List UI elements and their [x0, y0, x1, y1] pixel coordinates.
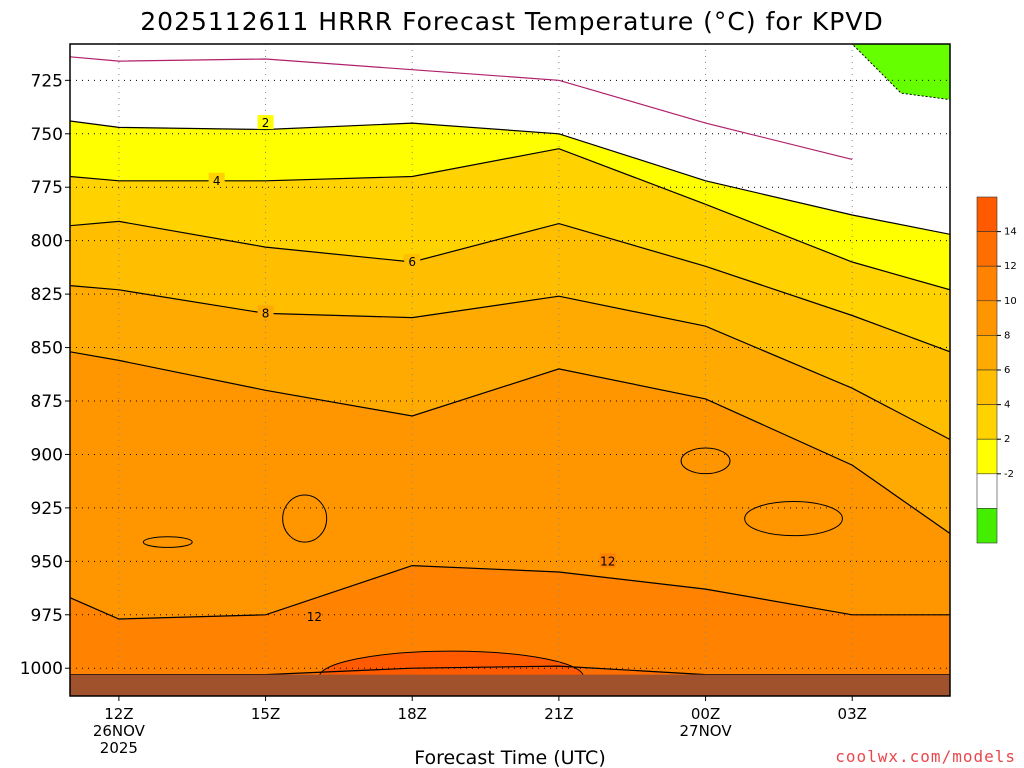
- contour-4c: [70, 148, 950, 291]
- dotted-grid: [70, 44, 950, 696]
- temperature-cell-1: [142, 536, 193, 548]
- colorbar-label-3: 8: [1004, 330, 1010, 341]
- y-tick-800: 800: [31, 232, 63, 252]
- y-tick-925: 925: [31, 499, 63, 519]
- colorbar: 14 12 10 8 6 4 2 -2: [976, 196, 1017, 544]
- temperature-cell-4: [744, 500, 843, 537]
- contour-6c: [70, 220, 950, 353]
- colorbar-swatch-2: [976, 265, 998, 302]
- y-tick-975: 975: [31, 606, 63, 626]
- x-tick-15Z: 15Z: [251, 705, 280, 723]
- contour-label-3: 8: [262, 306, 270, 320]
- contour-labels: 2 4 6 8 12 12: [208, 115, 616, 624]
- colorbar-label-1: 12: [1004, 261, 1017, 272]
- credit-text: coolwx.com/models: [835, 747, 1016, 766]
- contour-label-bg-0: [257, 115, 274, 130]
- contour-2c: [70, 120, 950, 235]
- contour-14c: [70, 665, 950, 676]
- colorbar-swatch-7: [976, 438, 998, 475]
- contour-lines: [70, 56, 950, 676]
- colorbar-label-6: 2: [1004, 434, 1010, 445]
- x-tick-03Z: 03Z: [838, 705, 867, 723]
- contour-10c: [70, 351, 950, 534]
- y-tick-725: 725: [31, 71, 63, 91]
- contour-label-5: 12: [600, 554, 615, 568]
- colorbar-swatch-5: [976, 369, 998, 405]
- colorbar-label-2: 10: [1004, 296, 1017, 307]
- colorbar-label-0: 14: [1004, 227, 1017, 238]
- y-tick-950: 950: [31, 552, 63, 572]
- contour-12c: [70, 564, 950, 620]
- colorbar-label-4: 6: [1004, 365, 1010, 376]
- colorbar-swatch-6: [976, 404, 998, 440]
- ground-layer: [70, 674, 950, 696]
- contour-label-bg-3: [257, 305, 274, 320]
- contour-label-bg-4: [306, 608, 323, 623]
- y-axis: 725 750 775 800 825 850 875 900 925 950 975 1000: [20, 71, 70, 679]
- band-12c: [70, 565, 950, 696]
- x-tick-date-00Z: 27NOV: [679, 722, 732, 740]
- temperature-cell-2: [282, 494, 328, 543]
- colorbar-swatch-0: [976, 196, 998, 232]
- colorbar-label-5: 4: [1004, 400, 1010, 411]
- temperature-bands: [70, 44, 950, 696]
- colorbar-label-7: -2: [1004, 469, 1014, 480]
- contour-label-1: 4: [213, 174, 221, 188]
- colorbar-swatch-3: [976, 300, 998, 336]
- y-tick-900: 900: [31, 445, 63, 465]
- y-tick-875: 875: [31, 392, 63, 412]
- contour-label-bg-1: [208, 172, 225, 187]
- x-tick-12Z: 12Z: [104, 705, 133, 723]
- contour-label-4: 12: [307, 610, 322, 624]
- colorbar-swatch-8: [976, 473, 998, 509]
- contour-label-2: 6: [408, 255, 416, 269]
- x-tick-21Z: 21Z: [544, 705, 573, 723]
- ground: [70, 674, 950, 696]
- x-tick-year-12Z: 2025: [100, 739, 138, 757]
- x-tick-18Z: 18Z: [398, 705, 427, 723]
- contour-label-bg-5: [599, 553, 616, 568]
- contour-label-bg-2: [404, 254, 421, 269]
- y-tick-1000: 1000: [20, 659, 63, 679]
- temperature-cell-3: [680, 447, 731, 475]
- cold-region: [851, 44, 950, 101]
- y-tick-850: 850: [31, 339, 63, 359]
- chart-title: 2025112611 HRRR Forecast Temperature (°C…: [140, 7, 883, 36]
- y-tick-750: 750: [31, 125, 63, 145]
- plot-frame: [69, 43, 951, 697]
- y-tick-775: 775: [31, 178, 63, 198]
- colorbar-swatch-1: [976, 231, 998, 267]
- x-tick-00Z: 00Z: [691, 705, 720, 723]
- contour-8c: [70, 285, 950, 441]
- contour-0c: [70, 56, 853, 160]
- plot-area: [70, 44, 950, 696]
- colorbar-swatch-9: [976, 508, 998, 544]
- x-axis-label: Forecast Time (UTC): [414, 747, 605, 768]
- temperature-cells: [142, 44, 950, 548]
- x-tick-date-12Z: 26NOV: [93, 722, 146, 740]
- y-tick-825: 825: [31, 285, 63, 305]
- colorbar-swatch-4: [976, 335, 998, 371]
- contour-label-0: 2: [262, 116, 270, 130]
